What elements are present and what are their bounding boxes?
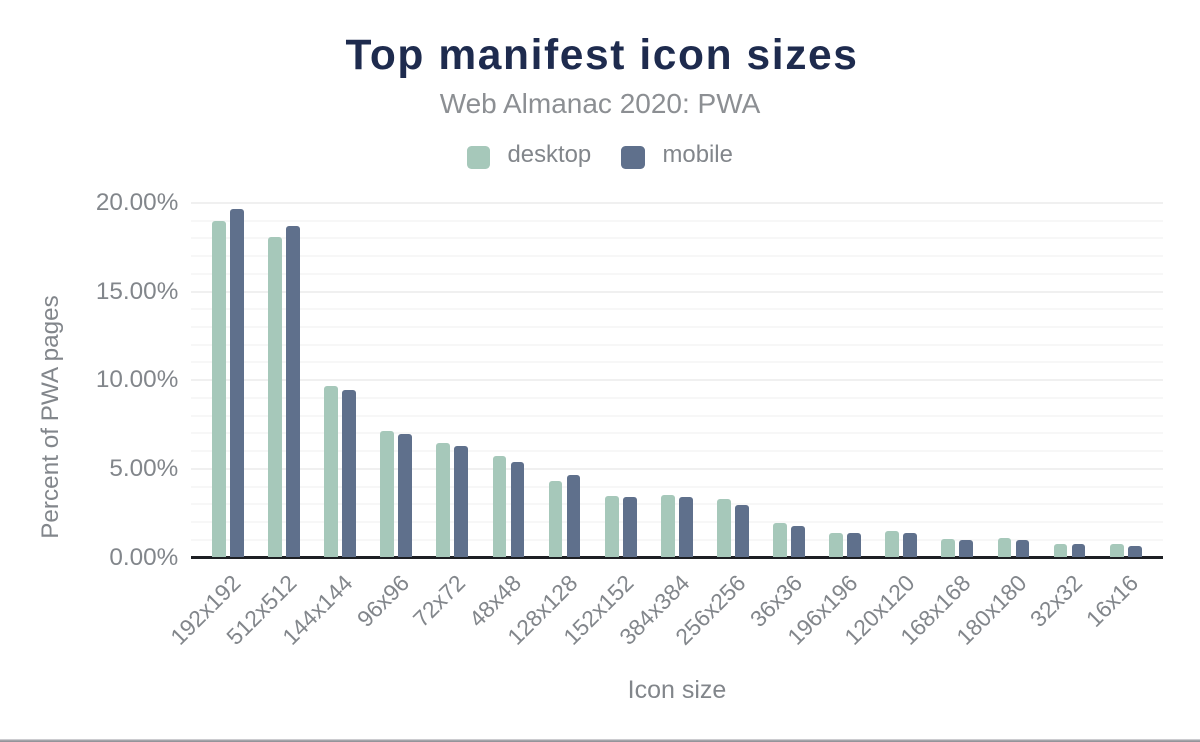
y-tick-label-5: 5.00% xyxy=(109,454,179,482)
window-bottom-edge xyxy=(0,739,1200,742)
bar-desktop-168x168[interactable] xyxy=(941,539,956,558)
bar-desktop-196x196[interactable] xyxy=(829,532,843,558)
bar-desktop-120x120[interactable] xyxy=(885,531,900,558)
y-tick-label-20: 20.00% xyxy=(95,188,179,216)
chart-subtitle: Web Almanac 2020: PWA xyxy=(439,88,761,120)
bar-desktop-128x128[interactable] xyxy=(548,480,563,558)
legend-label-desktop: desktop xyxy=(507,140,592,168)
gridline-minor-3 xyxy=(191,503,1163,506)
legend-swatch-mobile xyxy=(621,145,645,169)
x-tick-label-16x16: 16x16 xyxy=(1081,569,1144,632)
gridline-minor-17 xyxy=(191,255,1163,258)
bar-mobile-180x180[interactable] xyxy=(1015,540,1030,558)
bar-desktop-36x36[interactable] xyxy=(773,523,787,558)
bar-mobile-36x36[interactable] xyxy=(791,526,805,558)
x-tick-label-72x72: 72x72 xyxy=(407,569,471,632)
bar-desktop-512x512[interactable] xyxy=(268,237,282,558)
x-axis-line xyxy=(191,556,1163,559)
bar-mobile-384x384[interactable] xyxy=(678,497,693,558)
bar-desktop-256x256[interactable] xyxy=(716,499,731,558)
gridline-minor-13 xyxy=(191,325,1163,328)
bar-mobile-72x72[interactable] xyxy=(454,445,469,558)
gridline-minor-4 xyxy=(191,485,1163,488)
bar-mobile-168x168[interactable] xyxy=(959,539,974,558)
bar-mobile-196x196[interactable] xyxy=(847,532,861,558)
bar-desktop-192x192[interactable] xyxy=(212,221,226,558)
gridline-minor-16 xyxy=(191,272,1163,275)
bar-desktop-152x152[interactable] xyxy=(604,496,619,558)
bar-mobile-128x128[interactable] xyxy=(566,474,581,558)
bar-desktop-96x96[interactable] xyxy=(380,431,395,558)
gridline-minor-6 xyxy=(191,450,1163,453)
legend-swatch-desktop xyxy=(466,145,491,169)
x-axis-title: Icon size xyxy=(627,675,727,704)
gridline-minor-12 xyxy=(191,343,1163,346)
bar-mobile-96x96[interactable] xyxy=(398,433,413,558)
gridline-minor-14 xyxy=(191,308,1163,311)
y-tick-label-15: 15.00% xyxy=(95,277,179,305)
y-tick-label-0: 0.00% xyxy=(109,543,179,571)
gridline-major-15 xyxy=(191,290,1163,293)
bar-desktop-48x48[interactable] xyxy=(492,456,507,558)
bar-mobile-120x120[interactable] xyxy=(903,533,918,558)
bar-desktop-144x144[interactable] xyxy=(324,386,339,558)
gridline-major-10 xyxy=(191,379,1163,382)
bar-mobile-144x144[interactable] xyxy=(342,389,357,558)
gridline-minor-11 xyxy=(191,361,1163,364)
bar-mobile-152x152[interactable] xyxy=(622,496,637,558)
y-axis-title: Percent of PWA pages xyxy=(36,294,64,539)
gridline-minor-8 xyxy=(191,414,1163,417)
bar-mobile-16x16[interactable] xyxy=(1127,546,1142,558)
bar-mobile-48x48[interactable] xyxy=(510,461,525,558)
bar-desktop-72x72[interactable] xyxy=(436,442,451,558)
y-tick-label-10: 10.00% xyxy=(95,366,179,394)
bar-desktop-180x180[interactable] xyxy=(997,537,1012,558)
bar-mobile-192x192[interactable] xyxy=(230,209,244,558)
gridline-minor-19 xyxy=(191,219,1163,222)
bar-mobile-32x32[interactable] xyxy=(1071,544,1086,558)
bar-desktop-32x32[interactable] xyxy=(1053,543,1068,558)
bar-desktop-384x384[interactable] xyxy=(660,495,675,558)
gridline-major-20 xyxy=(191,201,1163,204)
gridline-minor-18 xyxy=(191,237,1163,240)
bar-mobile-256x256[interactable] xyxy=(734,504,749,558)
gridline-minor-9 xyxy=(191,396,1163,399)
gridline-major-5 xyxy=(191,467,1163,470)
x-tick-label-32x32: 32x32 xyxy=(1024,569,1088,632)
chart-title: Top manifest icon sizes xyxy=(345,31,859,79)
gridline-minor-2 xyxy=(191,521,1163,524)
gridline-minor-1 xyxy=(191,538,1163,541)
bar-desktop-16x16[interactable] xyxy=(1109,543,1124,558)
x-tick-label-96x96: 96x96 xyxy=(351,569,414,632)
legend-label-mobile: mobile xyxy=(662,140,733,168)
bar-mobile-512x512[interactable] xyxy=(286,226,300,558)
gridline-minor-7 xyxy=(191,432,1163,435)
